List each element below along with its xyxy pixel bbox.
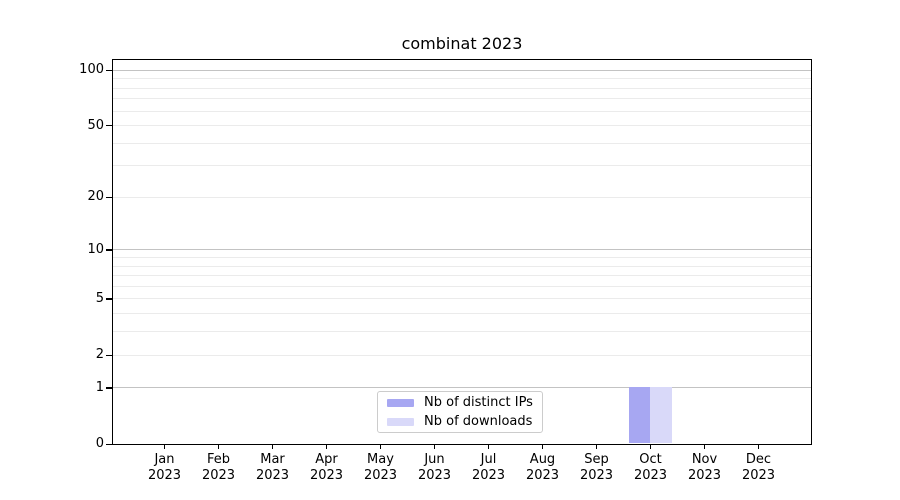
x-tick-label: Dec 2023 bbox=[727, 452, 791, 484]
x-tick-year: 2023 bbox=[579, 468, 614, 483]
x-tick-label: May 2023 bbox=[349, 452, 413, 484]
bar-distinct-ips bbox=[628, 387, 650, 444]
x-tick-month: Feb bbox=[206, 452, 231, 467]
x-tick-mark bbox=[325, 445, 328, 449]
x-tick-mark bbox=[487, 445, 490, 449]
y-minor-gridline bbox=[113, 87, 811, 89]
x-tick-mark bbox=[433, 445, 436, 449]
y-minor-gridline bbox=[113, 265, 811, 267]
x-tick-month: May bbox=[367, 452, 394, 467]
x-tick-label: Jan 2023 bbox=[133, 452, 197, 484]
legend-entry-distinct-ips: Nb of distinct IPs bbox=[387, 395, 533, 410]
y-minor-gridline bbox=[113, 298, 811, 300]
x-tick-mark bbox=[217, 445, 220, 449]
x-tick-label: Sep 2023 bbox=[565, 452, 629, 484]
y-tick-label: 20 bbox=[87, 189, 104, 205]
x-tick-year: 2023 bbox=[687, 468, 722, 483]
x-tick-label: Jul 2023 bbox=[457, 452, 521, 484]
x-tick-year: 2023 bbox=[633, 468, 668, 483]
y-minor-gridline bbox=[113, 285, 811, 287]
y-major-gridline bbox=[113, 249, 811, 251]
x-tick-mark bbox=[163, 445, 166, 449]
x-tick-mark bbox=[541, 445, 544, 449]
y-tick-mark bbox=[106, 249, 112, 251]
x-tick-label: Jun 2023 bbox=[403, 452, 467, 484]
y-tick-mark bbox=[106, 125, 112, 127]
x-tick-mark bbox=[379, 445, 382, 449]
x-tick-month: Jan bbox=[154, 452, 175, 467]
y-major-gridline bbox=[113, 69, 811, 71]
x-tick-mark bbox=[271, 445, 274, 449]
chart-title: combinat 2023 bbox=[401, 34, 523, 53]
y-minor-gridline bbox=[113, 142, 811, 144]
x-tick-year: 2023 bbox=[309, 468, 344, 483]
legend-label-downloads: Nb of downloads bbox=[424, 414, 533, 429]
x-tick-label: Feb 2023 bbox=[187, 452, 251, 484]
x-tick-month: Jun bbox=[424, 452, 445, 467]
y-minor-gridline bbox=[113, 125, 811, 127]
x-tick-year: 2023 bbox=[417, 468, 452, 483]
y-minor-gridline bbox=[113, 110, 811, 112]
legend: Nb of distinct IPs Nb of downloads bbox=[377, 391, 543, 433]
x-tick-month: Sep bbox=[584, 452, 609, 467]
x-tick-label: Aug 2023 bbox=[511, 452, 575, 484]
y-tick-label: 10 bbox=[87, 241, 104, 257]
y-tick-mark bbox=[106, 69, 112, 72]
y-tick-label: 100 bbox=[79, 62, 104, 78]
x-tick-mark bbox=[649, 445, 652, 449]
y-minor-gridline bbox=[113, 98, 811, 100]
legend-label-distinct-ips: Nb of distinct IPs bbox=[424, 395, 533, 410]
y-tick-label: 2 bbox=[95, 347, 104, 363]
x-tick-year: 2023 bbox=[201, 468, 236, 483]
bar-downloads bbox=[650, 387, 672, 444]
y-tick-label: 50 bbox=[87, 117, 104, 133]
x-tick-month: Apr bbox=[315, 452, 338, 467]
y-minor-gridline bbox=[113, 275, 811, 277]
y-tick-label: 5 bbox=[95, 290, 104, 306]
x-tick-year: 2023 bbox=[255, 468, 290, 483]
y-minor-gridline bbox=[113, 165, 811, 167]
y-minor-gridline bbox=[113, 313, 811, 315]
y-minor-gridline bbox=[113, 354, 811, 356]
x-tick-month: Jul bbox=[480, 452, 497, 467]
x-tick-month: Nov bbox=[691, 452, 718, 467]
y-tick-label: 1 bbox=[95, 379, 104, 395]
x-tick-month: Dec bbox=[745, 452, 772, 467]
y-tick-mark bbox=[106, 298, 112, 300]
x-tick-label: Mar 2023 bbox=[241, 452, 305, 484]
y-minor-gridline bbox=[113, 331, 811, 333]
legend-swatch-downloads bbox=[387, 417, 414, 426]
plot-area bbox=[112, 59, 812, 445]
x-tick-mark bbox=[703, 445, 706, 449]
x-tick-mark bbox=[595, 445, 598, 449]
x-tick-month: Aug bbox=[529, 452, 556, 467]
legend-swatch-distinct-ips bbox=[387, 398, 414, 407]
x-tick-label: Apr 2023 bbox=[295, 452, 359, 484]
x-tick-year: 2023 bbox=[525, 468, 560, 483]
y-tick-mark bbox=[106, 443, 112, 445]
x-tick-year: 2023 bbox=[147, 468, 182, 483]
x-tick-year: 2023 bbox=[741, 468, 776, 483]
x-tick-month: Mar bbox=[260, 452, 285, 467]
y-tick-mark bbox=[106, 196, 112, 199]
y-tick-mark bbox=[106, 354, 112, 356]
x-tick-label: Nov 2023 bbox=[673, 452, 737, 484]
y-minor-gridline bbox=[113, 196, 811, 198]
x-tick-mark bbox=[757, 445, 760, 449]
x-tick-year: 2023 bbox=[363, 468, 398, 483]
legend-entry-downloads: Nb of downloads bbox=[387, 414, 533, 429]
y-tick-label: 0 bbox=[95, 436, 104, 451]
y-major-gridline bbox=[113, 387, 811, 389]
y-minor-gridline bbox=[113, 78, 811, 80]
y-minor-gridline bbox=[113, 257, 811, 258]
x-tick-label: Oct 2023 bbox=[619, 452, 683, 484]
y-tick-mark bbox=[106, 387, 112, 389]
x-tick-month: Oct bbox=[639, 452, 662, 467]
x-tick-year: 2023 bbox=[471, 468, 506, 483]
